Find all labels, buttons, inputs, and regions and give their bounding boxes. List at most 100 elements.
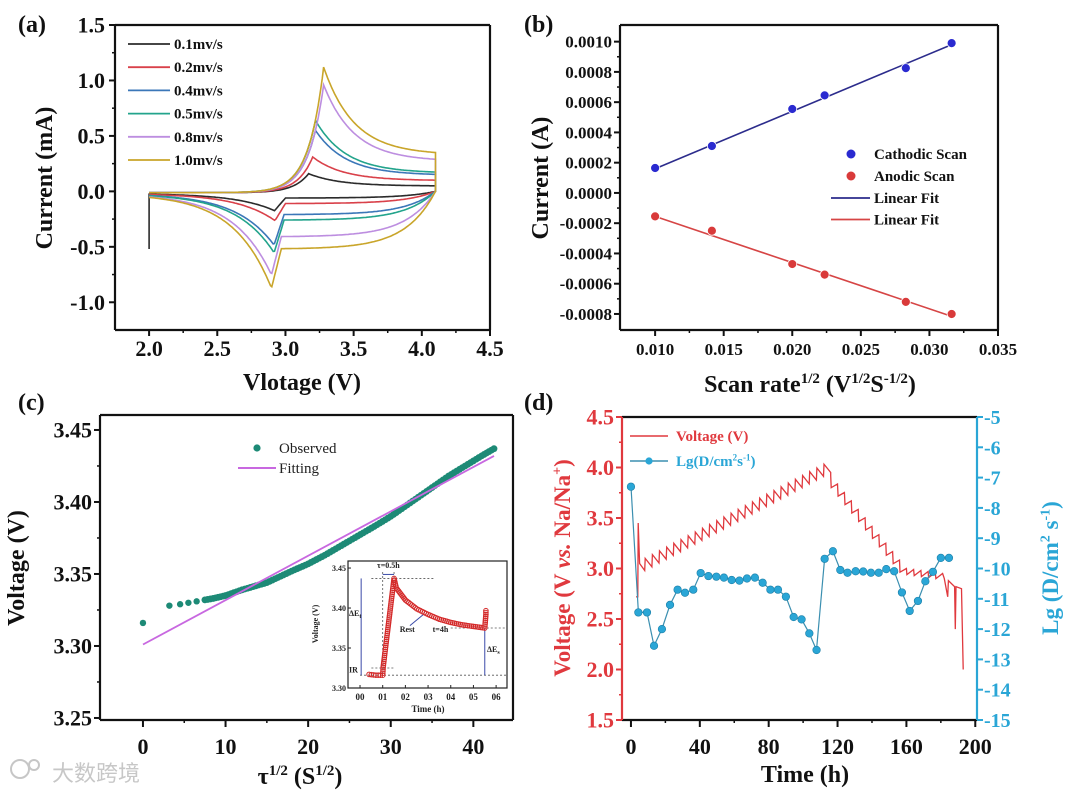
label-part: Vlotage (V) (243, 370, 361, 396)
panel-label: (d) (524, 390, 553, 416)
diffusion-point (680, 588, 690, 597)
inset-point (387, 607, 393, 613)
panel-b: (b) 0.010 0.015 0.020 0.025 0.030 0.035 -0.0008… (524, 12, 1017, 398)
legend-marker (645, 457, 653, 465)
panel-label: (b) (524, 12, 553, 38)
x-tick-label: 0.030 (910, 340, 948, 359)
anodic-point (650, 211, 661, 222)
legend-label: Cathodic Scan (874, 147, 968, 163)
label-part: ) (751, 454, 756, 470)
y-tick-label: 0.0004 (565, 123, 612, 142)
observed-point (166, 602, 173, 609)
diffusion-point (649, 641, 659, 650)
anodic-point (706, 225, 717, 236)
inset-x-tick-label: 04 (446, 692, 456, 702)
y-tick-label: 3.0 (587, 556, 615, 581)
x-tick-label: 4.5 (476, 336, 504, 361)
inset-point (482, 617, 489, 624)
diffusion-point (913, 596, 923, 606)
cathodic-point (650, 163, 661, 173)
x-tick-label: 3.5 (340, 336, 368, 361)
legend-label: 0.5mv/s (174, 107, 223, 123)
inset-point (385, 624, 391, 631)
fitting-line (142, 455, 495, 646)
y-tick-label: 0.0008 (565, 63, 612, 82)
x-tick-label: 0.010 (636, 340, 674, 359)
y-tick-label: 4.5 (587, 405, 615, 430)
label-part: (S (288, 764, 315, 790)
diffusion-point (820, 554, 829, 563)
diffusion-point (758, 578, 767, 587)
inset-frame (347, 560, 508, 689)
label-part: 1/2 (315, 763, 334, 779)
observed-point (490, 445, 498, 453)
y-tick-label: -8 (984, 498, 1001, 520)
y-tick-label: 2.0 (587, 657, 615, 682)
y-tick-label: 1.5 (587, 708, 615, 733)
label-part: Voltage (V) (4, 510, 30, 626)
inset-y-label: Voltage (V) (311, 604, 320, 643)
y-axis-label: Voltage (V) (4, 510, 30, 626)
cathodic-point (787, 104, 798, 114)
inset-point (385, 622, 392, 629)
legend-marker (253, 444, 261, 452)
inset-point (389, 589, 396, 596)
ir-annotation: IR (349, 666, 358, 675)
label-part: -1/2 (884, 371, 908, 387)
inset-point (386, 615, 393, 621)
cathodic-point (900, 63, 911, 74)
inset-point (382, 648, 388, 655)
y-tick-label: -0.0006 (560, 275, 612, 294)
diffusion-point (773, 585, 783, 594)
x-tick-label: 2.0 (135, 336, 163, 361)
inset-point (482, 619, 489, 625)
diffusion-point (874, 568, 883, 577)
inset-point (379, 672, 386, 679)
inset-point (482, 613, 489, 620)
y-tick-label: 3.25 (54, 706, 93, 731)
label-part: Current (A) (528, 117, 554, 240)
diffusion-point (866, 568, 876, 577)
voltage-line (636, 462, 964, 670)
inset-point (383, 638, 390, 645)
label-part: + (550, 467, 565, 475)
t4h-annotation: t=4h (433, 625, 449, 634)
observed-point (176, 601, 184, 608)
panel-label: (c) (18, 390, 45, 416)
inset-x-label: Time (h) (411, 704, 444, 714)
x-tick-label: 40 (689, 734, 711, 759)
inset-point (381, 652, 388, 659)
diffusion-point (836, 565, 845, 575)
y-tick-label: 2.5 (587, 607, 615, 632)
y-tick-label: 1.5 (78, 13, 106, 38)
inset-point (382, 646, 389, 653)
watermark-text: 大数跨境 (52, 762, 140, 787)
inset-x-tick-label: 01 (378, 692, 388, 702)
observed-point (193, 598, 200, 605)
y-tick-label: 3.40 (54, 490, 93, 515)
inset-point (384, 632, 390, 639)
delta-es-annotation: ΔEs (487, 645, 500, 656)
label-part: Na/Na (550, 474, 575, 543)
label-part: ) (550, 459, 575, 467)
observed-point (185, 599, 192, 606)
watermark-logo-icon (10, 759, 30, 779)
diffusion-point (936, 553, 945, 562)
inset-point (481, 625, 488, 631)
diffusion-point (944, 553, 954, 562)
anodic-point (900, 296, 911, 307)
y-tick-label: -0.0004 (560, 244, 613, 263)
inset-point (380, 668, 386, 675)
y-tick-label: 0.0010 (565, 33, 612, 52)
inset-point (482, 621, 488, 627)
label-part: Lg(D/cm (676, 454, 733, 470)
diffusion-point (843, 568, 852, 577)
y-tick-label: 0.0006 (565, 93, 612, 112)
inset-point (383, 642, 389, 649)
label-part: 2 (733, 452, 738, 462)
inset-x-tick-label: 00 (356, 692, 366, 702)
inset-point (380, 666, 386, 673)
label-part: S (870, 372, 883, 398)
legend-label: Fitting (279, 461, 320, 477)
inset-point (384, 626, 391, 633)
